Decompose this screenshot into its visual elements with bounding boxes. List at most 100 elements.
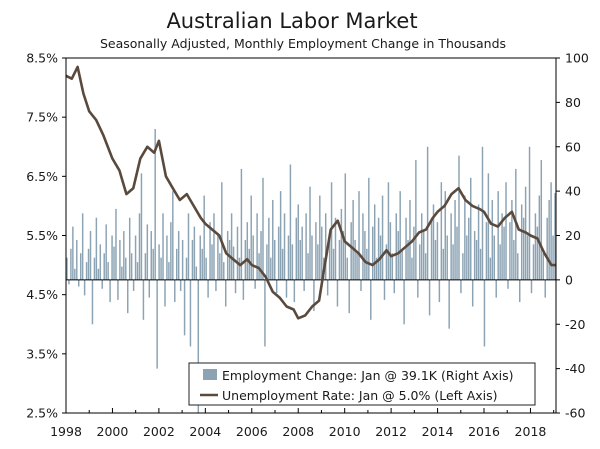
- employment-bar: [542, 253, 544, 280]
- employment-bar: [207, 279, 209, 298]
- employment-bar: [81, 213, 84, 280]
- employment-bar: [174, 279, 176, 303]
- employment-bar: [215, 279, 217, 291]
- employment-bar: [470, 177, 472, 280]
- right-tick-label: -20: [565, 317, 585, 332]
- employment-bar: [211, 244, 213, 280]
- employment-bar: [307, 253, 309, 280]
- left-tick-label: 8.5%: [26, 51, 58, 66]
- employment-bar: [83, 279, 86, 296]
- employment-bar: [283, 213, 286, 280]
- employment-bar: [258, 253, 260, 280]
- chart-subtitle: Seasonally Adjusted, Monthly Employment …: [100, 36, 506, 51]
- employment-bar: [85, 262, 88, 280]
- employment-bar: [413, 226, 415, 280]
- employment-bar: [544, 279, 546, 298]
- employment-bar: [432, 204, 435, 280]
- employment-bar: [407, 239, 409, 280]
- employment-bar: [383, 279, 386, 300]
- employment-bar: [166, 235, 168, 280]
- employment-bar: [256, 213, 258, 280]
- right-tick-label: 60: [565, 139, 581, 154]
- employment-bar: [127, 279, 129, 314]
- employment-bar: [444, 191, 446, 280]
- employment-bar: [168, 262, 170, 280]
- employment-bar: [279, 191, 282, 280]
- employment-bar: [336, 279, 339, 307]
- right-tick-label: 80: [565, 95, 581, 110]
- employment-bar: [164, 279, 166, 307]
- employment-bar: [136, 262, 139, 280]
- employment-bar: [115, 208, 117, 280]
- employment-bar: [473, 231, 476, 280]
- left-tick-label: 3.5%: [26, 346, 58, 361]
- employment-bar: [248, 248, 250, 280]
- employment-bar: [485, 222, 488, 280]
- employment-bar: [160, 257, 162, 280]
- employment-bar: [287, 235, 290, 280]
- employment-bar: [373, 204, 376, 280]
- employment-bar: [468, 217, 470, 280]
- employment-bar: [462, 253, 464, 280]
- employment-bar: [309, 186, 311, 280]
- employment-bar: [446, 235, 448, 280]
- employment-bar: [103, 253, 105, 280]
- employment-bar: [391, 253, 394, 280]
- employment-bar: [252, 235, 254, 280]
- employment-bar: [238, 257, 241, 280]
- employment-bar: [250, 195, 252, 280]
- employment-bar: [228, 239, 231, 280]
- employment-bar: [268, 217, 270, 280]
- employment-bar: [405, 217, 407, 280]
- employment-bar: [509, 222, 511, 280]
- x-tick-label: 2008: [282, 424, 314, 439]
- employment-bar: [364, 231, 366, 280]
- employment-bar: [254, 279, 256, 289]
- employment-bar: [456, 226, 458, 280]
- employment-bar: [107, 262, 109, 280]
- employment-bar: [95, 217, 98, 280]
- employment-bar: [356, 253, 358, 280]
- employment-bar: [338, 239, 341, 280]
- legend-box: [188, 362, 536, 406]
- employment-bar: [503, 226, 505, 280]
- x-tick-label: 2006: [236, 424, 268, 439]
- employment-bar: [426, 146, 429, 280]
- employment-bar: [346, 257, 348, 280]
- employment-bar: [152, 248, 154, 280]
- employment-bar: [434, 239, 437, 280]
- employment-bar: [109, 279, 111, 303]
- employment-bar: [262, 177, 264, 280]
- employment-bar: [548, 200, 550, 280]
- employment-bar: [154, 129, 156, 280]
- employment-bar: [201, 248, 203, 280]
- employment-bar: [209, 222, 211, 280]
- employment-bar: [520, 204, 523, 280]
- chart-title: Australian Labor Market: [166, 9, 417, 33]
- employment-bar: [464, 195, 466, 280]
- employment-bar: [236, 226, 239, 280]
- employment-bar: [189, 279, 192, 347]
- employment-bar: [532, 244, 535, 280]
- left-axis-ticks: 8.5% 7.5% 6.5% 5.5% 4.5% 3.5% 2.5%: [26, 51, 66, 421]
- employment-bar: [375, 257, 378, 280]
- employment-bar: [419, 244, 421, 280]
- employment-bar: [195, 266, 198, 280]
- employment-bar: [170, 222, 172, 280]
- employment-bar: [505, 182, 507, 280]
- legend-label-employment: Employment Change: Jan @ 39.1K (Right Ax…: [222, 368, 514, 383]
- employment-bar: [144, 253, 147, 280]
- employment-bar: [381, 195, 384, 280]
- employment-bar: [540, 160, 543, 280]
- employment-bar: [360, 279, 362, 291]
- employment-bar: [372, 226, 374, 280]
- employment-bar: [140, 173, 143, 280]
- employment-bar: [460, 279, 462, 294]
- employment-bar: [493, 235, 495, 280]
- employment-bar: [76, 239, 78, 280]
- employment-bar: [340, 208, 343, 280]
- employment-bar: [217, 235, 219, 280]
- employment-bar: [401, 248, 403, 280]
- employment-bar: [121, 266, 123, 280]
- employment-bar: [450, 213, 452, 280]
